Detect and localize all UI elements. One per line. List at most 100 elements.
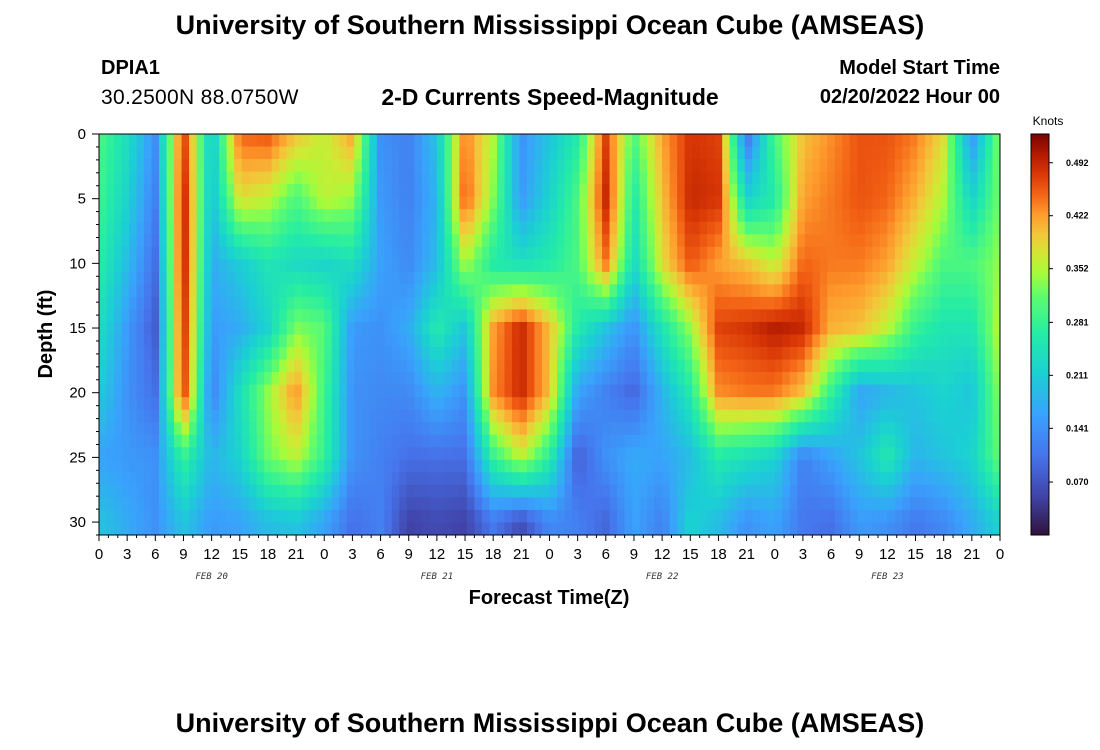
- heatmap-cell: [647, 209, 656, 223]
- heatmap-cell: [632, 234, 641, 248]
- heatmap-cell: [609, 459, 618, 473]
- heatmap-cell: [669, 159, 678, 173]
- heatmap-cell: [219, 359, 228, 373]
- heatmap-cell: [939, 234, 949, 248]
- heatmap-cell: [189, 296, 198, 311]
- heatmap-cell: [662, 171, 671, 185]
- heatmap-cell: [294, 284, 303, 298]
- heatmap-cell: [834, 284, 843, 298]
- heatmap-cell: [954, 472, 964, 486]
- heatmap-cell: [106, 196, 115, 210]
- heatmap-cell: [526, 184, 536, 198]
- heatmap-cell: [617, 472, 626, 486]
- heatmap-cell: [939, 384, 949, 398]
- heatmap-cell: [572, 171, 581, 185]
- heatmap-cell: [444, 497, 453, 511]
- heatmap-cell: [654, 209, 663, 223]
- heatmap-cell: [797, 271, 806, 285]
- heatmap-cell: [969, 397, 979, 411]
- heatmap-cell: [264, 472, 273, 486]
- heatmap-cell: [774, 409, 783, 423]
- heatmap-cell: [602, 522, 611, 535]
- heatmap-cell: [684, 522, 693, 535]
- heatmap-cell: [707, 159, 716, 173]
- heatmap-cell: [391, 159, 400, 173]
- heatmap-cell: [331, 134, 340, 148]
- heatmap-cell: [324, 447, 333, 461]
- heatmap-cell: [294, 196, 303, 210]
- heatmap-cell: [361, 497, 370, 511]
- heatmap-cell: [804, 146, 813, 160]
- heatmap-cell: [677, 397, 686, 411]
- heatmap-cell: [909, 509, 919, 524]
- heatmap-cell: [151, 434, 160, 448]
- heatmap-cell: [384, 522, 393, 535]
- heatmap-cell: [744, 221, 753, 235]
- heatmap-cell: [256, 296, 265, 311]
- heatmap-cell: [511, 259, 521, 273]
- heatmap-cell: [256, 359, 265, 373]
- heatmap-cell: [444, 459, 453, 473]
- heatmap-cell: [737, 397, 746, 411]
- heatmap-cell: [331, 221, 340, 235]
- heatmap-cell: [279, 271, 288, 285]
- heatmap-cell: [234, 284, 243, 298]
- heatmap-cell: [196, 196, 205, 210]
- heatmap-cell: [782, 134, 791, 148]
- heatmap-cell: [151, 209, 160, 223]
- heatmap-cell: [662, 347, 671, 361]
- heatmap-cell: [241, 184, 250, 198]
- heatmap-cell: [309, 409, 318, 423]
- heatmap-cell: [684, 321, 693, 336]
- heatmap-cell: [722, 334, 731, 348]
- heatmap-cell: [782, 384, 791, 398]
- heatmap-cell: [594, 359, 603, 373]
- heatmap-cell: [864, 334, 873, 348]
- heatmap-cell: [301, 284, 310, 298]
- heatmap-cell: [241, 321, 250, 336]
- heatmap-cell: [489, 447, 498, 461]
- heatmap-cell: [639, 196, 648, 210]
- heatmap-cell: [894, 171, 903, 185]
- heatmap-cell: [789, 134, 798, 148]
- heatmap-cell: [414, 434, 423, 448]
- heatmap-cell: [947, 321, 956, 336]
- heatmap-cell: [114, 159, 123, 173]
- heatmap-cell: [519, 159, 528, 173]
- heatmap-cell: [496, 372, 506, 386]
- heatmap-cell: [849, 347, 858, 361]
- heatmap-cell: [391, 134, 400, 148]
- heatmap-cell: [429, 459, 438, 473]
- heatmap-cell: [714, 284, 723, 298]
- heatmap-cell: [421, 397, 430, 411]
- heatmap-cell: [864, 509, 873, 524]
- heatmap-cell: [361, 334, 370, 348]
- heatmap-cell: [294, 246, 303, 260]
- x-tick-label: 12: [654, 546, 671, 563]
- heatmap-cell: [707, 234, 716, 248]
- heatmap-cell: [286, 447, 295, 461]
- heatmap-cell: [984, 234, 994, 248]
- heatmap-cell: [391, 234, 400, 248]
- heatmap-cell: [557, 321, 566, 336]
- heatmap-cell: [414, 484, 423, 499]
- heatmap-cell: [196, 459, 205, 473]
- heatmap-cell: [797, 184, 806, 198]
- colorbar-tick-label: 0.141: [1066, 423, 1089, 433]
- heatmap-cell: [459, 509, 468, 524]
- heatmap-cell: [271, 347, 280, 361]
- heatmap-cell: [369, 284, 378, 298]
- heatmap-cell: [421, 271, 430, 285]
- heatmap-cell: [819, 196, 828, 210]
- heatmap-cell: [654, 509, 663, 524]
- heatmap-cell: [759, 284, 768, 298]
- heatmap-cell: [707, 472, 716, 486]
- heatmap-cell: [129, 284, 138, 298]
- heatmap-cell: [376, 184, 385, 198]
- heatmap-cell: [887, 221, 896, 235]
- heatmap-cell: [121, 409, 130, 423]
- heatmap-cell: [459, 309, 468, 323]
- heatmap-cell: [707, 246, 716, 260]
- heatmap-cell: [639, 209, 648, 223]
- heatmap-cell: [226, 184, 235, 198]
